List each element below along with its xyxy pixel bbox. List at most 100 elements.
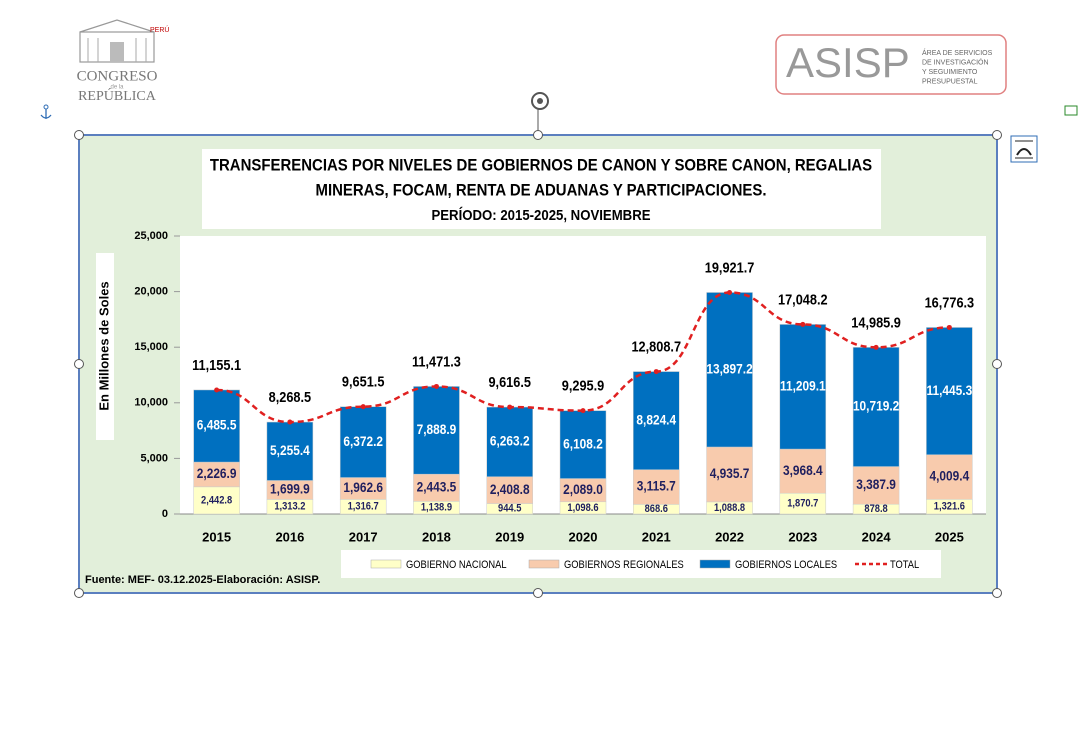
resize-handle[interactable] [533,130,543,140]
total-marker [507,404,513,410]
x-tick-label: 2024 [862,529,892,544]
value-label: 2,442.8 [201,495,232,507]
value-label: 13,897.2 [706,361,752,377]
bar-segment [339,406,387,478]
total-label: 11,471.3 [412,352,461,369]
resize-handle[interactable] [992,359,1002,369]
y-tick-label: 20,000 [134,286,168,298]
value-label: 7,888.9 [417,421,457,437]
total-marker [214,387,220,393]
resize-handle[interactable] [992,588,1002,598]
logo-text: CONGRESO [77,68,158,84]
value-label: 3,387.9 [856,476,896,492]
legend-label: GOBIERNO NACIONAL [406,559,507,571]
logo-country: PERÚ [150,25,169,34]
chart-title: TRANSFERENCIAS POR NIVELES DE GOBIERNOS … [210,157,873,175]
bar-segment [193,486,240,515]
value-label: 944.5 [498,503,522,515]
total-label: 8,268.5 [269,388,312,405]
logo-text: de la [110,85,124,91]
bar-segment [926,454,973,500]
x-tick-label: 2021 [642,529,671,544]
bar-segment [633,371,680,470]
total-line [216,291,950,424]
value-label: 11,209.1 [780,378,826,394]
x-tick-label: 2016 [275,529,304,544]
x-tick-label: 2018 [422,529,451,544]
value-label: 3,115.7 [637,478,676,494]
value-label: 878.8 [864,503,888,515]
y-tick-label: 15,000 [134,341,168,353]
bar-segment [266,421,314,481]
anchor-icon[interactable] [40,104,52,119]
value-label: 4,935.7 [710,465,750,481]
bar-segment [486,476,533,504]
total-label: 9,295.9 [562,377,605,394]
x-tick-label: 2019 [495,529,524,544]
total-label: 9,651.5 [342,373,385,390]
legend-swatch [370,559,402,569]
value-label: 2,089.0 [563,481,603,497]
legend-label: GOBIERNOS LOCALES [735,559,837,571]
resize-handle[interactable] [74,588,84,598]
chart-title: PERÍODO: 2015-2025, NOVIEMBRE [431,206,650,223]
legend-label: TOTAL [890,559,920,571]
total-marker [873,344,879,350]
legend [341,550,941,578]
x-tick-label: 2023 [788,529,817,544]
bar-segment [413,473,460,502]
bar-segment [779,448,827,494]
total-marker [433,383,439,389]
value-label: 1,321.6 [934,501,965,513]
total-marker [580,408,586,414]
asisp-subtitle: DE INVESTIGACIÓN [922,57,989,66]
value-label: 1,962.6 [343,479,383,495]
y-tick-label: 10,000 [134,397,168,409]
total-marker [653,369,659,375]
value-label: 11,445.3 [927,382,973,398]
bar-segment [413,386,460,475]
value-label: 3,968.4 [783,462,823,478]
resize-handle[interactable] [74,130,84,140]
bar-segment [486,406,533,477]
value-label: 6,372.2 [343,433,383,449]
legend-swatch [699,559,731,569]
bar-segment [193,461,240,488]
total-label: 19,921.7 [705,258,755,275]
total-label: 14,985.9 [851,313,901,330]
total-marker [287,419,293,425]
value-label: 8,824.4 [636,411,676,427]
x-tick-label: 2025 [935,529,964,544]
total-label: 9,616.5 [488,373,531,390]
bar-segment [852,347,900,467]
comment-icon[interactable] [1064,105,1078,116]
x-tick-label: 2017 [349,529,378,544]
total-marker [800,321,806,327]
resize-handle[interactable] [992,130,1002,140]
value-label: 868.6 [645,503,669,515]
rotate-handle[interactable] [531,92,549,134]
y-tick-label: 5,000 [140,452,168,464]
total-label: 12,808.7 [631,338,681,355]
bar-segment [193,389,240,463]
value-label: 10,719.2 [853,398,899,414]
asisp-subtitle: ÁREA DE SERVICIOS [922,48,993,57]
value-label: 1,870.7 [787,498,818,510]
value-label: 6,108.2 [563,435,603,451]
bar-segment [779,324,827,450]
source-note: Fuente: MEF- 03.12.2025-Elaboración: ASI… [85,574,320,586]
value-label: 2,408.8 [490,481,530,497]
total-marker [360,404,366,410]
resize-handle[interactable] [74,359,84,369]
layout-options-button[interactable] [1010,135,1038,163]
logo-text: REPÚBLICA [78,87,157,104]
value-label: 1,088.8 [714,502,745,514]
legend-label: GOBIERNOS REGIONALES [564,559,684,571]
bar-segment [633,469,680,505]
resize-handle[interactable] [533,588,543,598]
value-label: 1,098.6 [567,502,598,514]
value-label: 1,699.9 [270,481,310,497]
